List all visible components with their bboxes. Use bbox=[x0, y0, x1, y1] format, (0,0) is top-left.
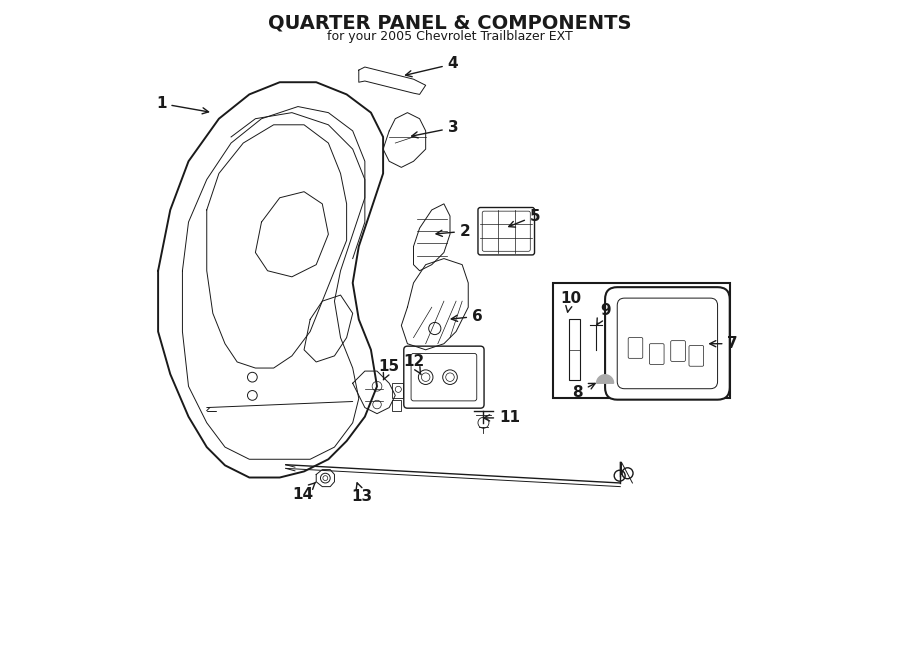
Text: 14: 14 bbox=[292, 483, 316, 502]
Text: 10: 10 bbox=[560, 291, 581, 312]
Text: QUARTER PANEL & COMPONENTS: QUARTER PANEL & COMPONENTS bbox=[268, 13, 632, 32]
Bar bbox=[392, 383, 403, 399]
Text: 4: 4 bbox=[406, 56, 458, 77]
Text: 15: 15 bbox=[379, 360, 400, 380]
Text: 1: 1 bbox=[156, 96, 209, 114]
Text: 12: 12 bbox=[403, 354, 424, 375]
Bar bbox=[554, 283, 730, 399]
Text: 6: 6 bbox=[451, 309, 482, 324]
Text: for your 2005 Chevrolet Trailblazer EXT: for your 2005 Chevrolet Trailblazer EXT bbox=[327, 30, 573, 43]
Bar bbox=[392, 400, 401, 410]
Text: 5: 5 bbox=[508, 208, 540, 227]
FancyBboxPatch shape bbox=[605, 287, 730, 400]
FancyBboxPatch shape bbox=[404, 346, 484, 408]
Text: 3: 3 bbox=[411, 120, 458, 138]
Bar bbox=[569, 319, 580, 380]
Text: 2: 2 bbox=[436, 223, 471, 239]
Text: 8: 8 bbox=[572, 383, 595, 400]
Text: 9: 9 bbox=[597, 303, 610, 325]
Text: 7: 7 bbox=[710, 336, 738, 351]
Text: 13: 13 bbox=[351, 483, 373, 504]
Text: 11: 11 bbox=[483, 410, 520, 426]
FancyBboxPatch shape bbox=[478, 208, 535, 255]
Polygon shape bbox=[597, 375, 614, 383]
